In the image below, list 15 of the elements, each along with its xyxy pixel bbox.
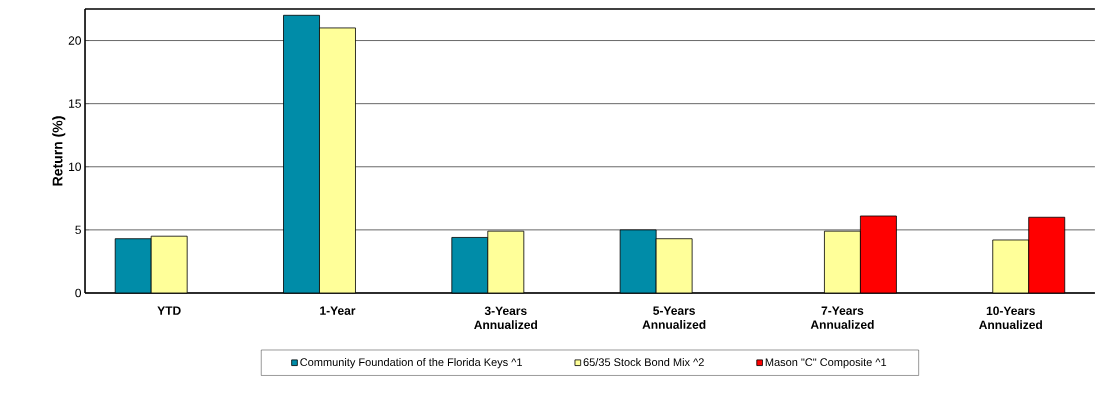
x-tick-label: 5-Years Annualized	[642, 306, 706, 329]
y-tick-label: 15	[69, 99, 81, 108]
y-tick-label: 10	[69, 162, 82, 172]
y-tick-label: 20	[68, 36, 82, 45]
legend-label: Mason "C" Composite ^1	[765, 357, 887, 369]
y-tick-label: 0	[75, 288, 82, 298]
legend-label: Community Foundation of the Florida Keys ^1	[300, 357, 522, 369]
y-tick-label: 5	[75, 225, 81, 235]
y-axis-title: Return (%)	[52, 116, 66, 186]
legend-label: 65/35 Stock Bond Mix ^2	[583, 357, 704, 367]
x-tick-label: 1-Year	[320, 306, 356, 315]
x-tick-label: 7-Years Annualized	[810, 306, 874, 329]
x-tick-label: YTD	[157, 306, 181, 315]
x-tick-label: 10-Years Annualized	[979, 306, 1042, 330]
x-tick-label: 3-Years Annualized	[474, 306, 538, 330]
